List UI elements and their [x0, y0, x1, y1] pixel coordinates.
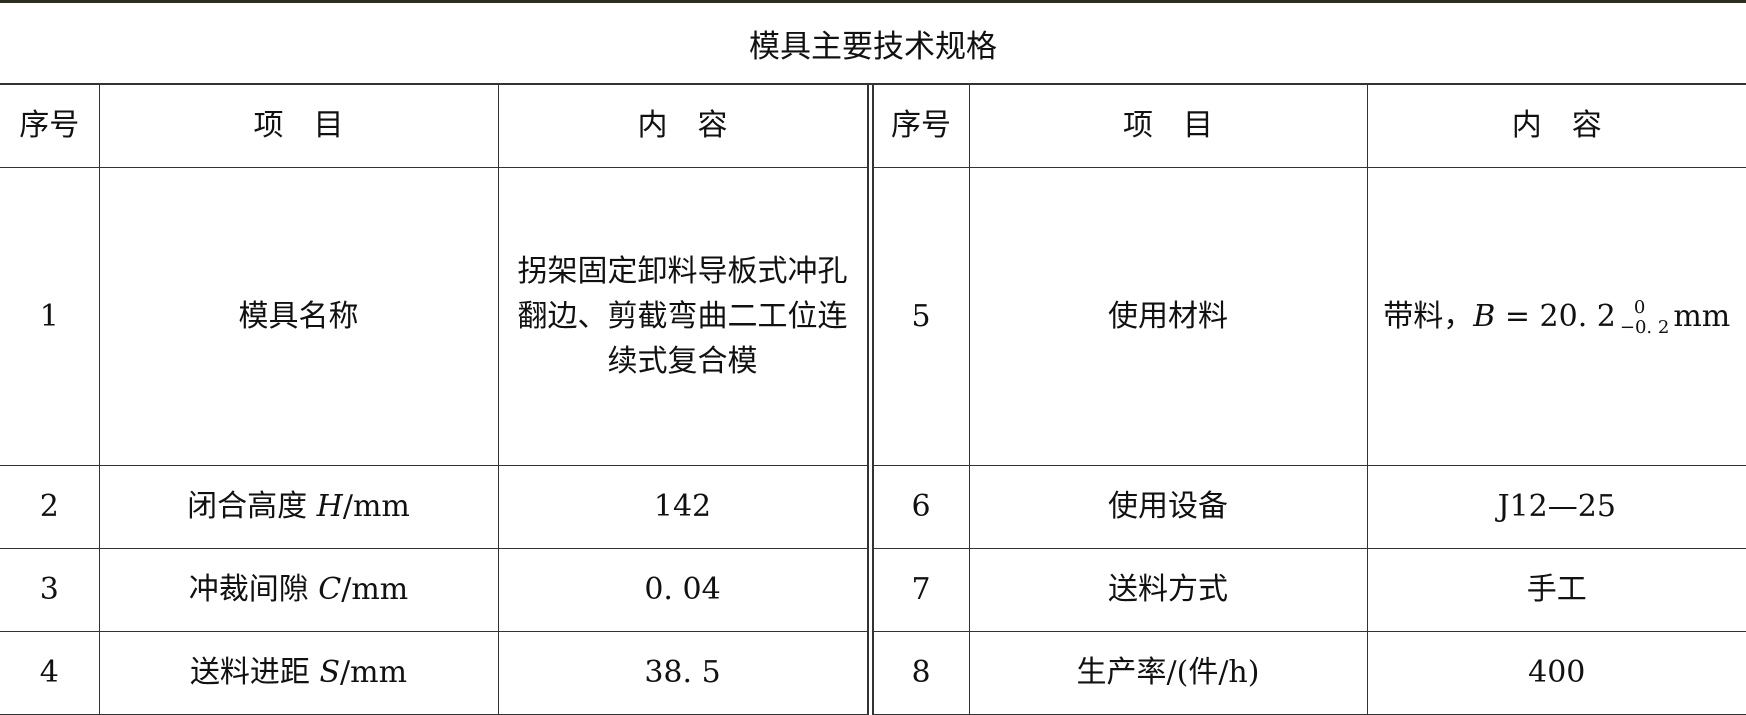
cell-item: 送料进距 S/mm — [98, 631, 499, 715]
cell-no: 5 — [869, 167, 970, 466]
material-value: = 20. 2 — [1495, 298, 1616, 334]
cell-content: J12—25 — [1366, 465, 1746, 549]
item-var: H — [316, 489, 343, 525]
tolerance: 0 −0. 2 — [1620, 298, 1669, 338]
cell-no: 6 — [869, 465, 970, 549]
item-unit: /mm — [342, 489, 410, 525]
die-name: 拐架固定卸料导板式冲孔翻边、剪截弯曲二工位连续式复合模 — [517, 254, 848, 379]
item-text: 送料进距 — [189, 655, 320, 691]
table-row: 1 模具名称 拐架固定卸料导板式冲孔翻边、剪截弯曲二工位连续式复合模 5 使用材… — [0, 167, 1746, 466]
cell-content: 400 — [1366, 631, 1746, 715]
item-var: S — [319, 655, 341, 691]
cell-item: 冲裁间隙 C/mm — [98, 548, 499, 632]
header-row: 序号 项 目 内 容 序号 项 目 内 容 — [0, 84, 1746, 168]
cell-content: 带料，B = 20. 2 0 −0. 2 mm — [1366, 167, 1746, 466]
material-unit: mm — [1673, 298, 1731, 334]
spec-table: 序号 项 目 内 容 序号 项 目 内 容 1 模具名称 拐架固定卸料导板式冲孔… — [0, 84, 1746, 715]
cell-no: 1 — [0, 167, 100, 466]
cell-item: 送料方式 — [968, 548, 1368, 632]
table-row: 3 冲裁间隙 C/mm 0. 04 7 送料方式 手工 — [0, 548, 1746, 632]
table-row: 4 送料进距 S/mm 38. 5 8 生产率/(件/h) 400 — [0, 631, 1746, 715]
cell-no: 7 — [869, 548, 970, 632]
tol-lower: −0. 2 — [1619, 316, 1670, 338]
table-title: 模具主要技术规格 — [0, 3, 1746, 85]
cell-content: 手工 — [1366, 548, 1746, 632]
cell-item: 生产率/(件/h) — [968, 631, 1368, 715]
tol-upper: 0 — [1633, 296, 1646, 318]
cell-item: 使用设备 — [968, 465, 1368, 549]
cell-item: 闭合高度 H/mm — [98, 465, 499, 549]
item-text: 闭合高度 — [187, 489, 317, 525]
cell-no: 8 — [869, 631, 970, 715]
cell-content: 38. 5 — [497, 631, 874, 715]
item-text: 冲裁间隙 — [188, 572, 319, 608]
material-prefix: 带料， — [1383, 298, 1474, 334]
material-var: B — [1473, 298, 1496, 334]
item-unit: /mm — [340, 655, 408, 691]
table-row: 2 闭合高度 H/mm 142 6 使用设备 J12—25 — [0, 465, 1746, 549]
header-item: 项 目 — [98, 84, 499, 168]
cell-content: 142 — [497, 465, 874, 549]
header-no: 序号 — [0, 84, 100, 168]
cell-no: 2 — [0, 465, 100, 549]
top-border — [0, 0, 1746, 3]
header-content: 内 容 — [497, 84, 874, 168]
header-no-right: 序号 — [869, 84, 970, 168]
item-var: C — [318, 572, 342, 608]
cell-no: 4 — [0, 631, 100, 715]
item-unit: /mm — [341, 572, 409, 608]
cell-no: 3 — [0, 548, 100, 632]
cell-content: 0. 04 — [497, 548, 874, 632]
header-item-right: 项 目 — [968, 84, 1368, 168]
header-content-right: 内 容 — [1366, 84, 1746, 168]
cell-content: 拐架固定卸料导板式冲孔翻边、剪截弯曲二工位连续式复合模 — [497, 167, 874, 466]
cell-item: 使用材料 — [968, 167, 1368, 466]
cell-item: 模具名称 — [98, 167, 499, 466]
